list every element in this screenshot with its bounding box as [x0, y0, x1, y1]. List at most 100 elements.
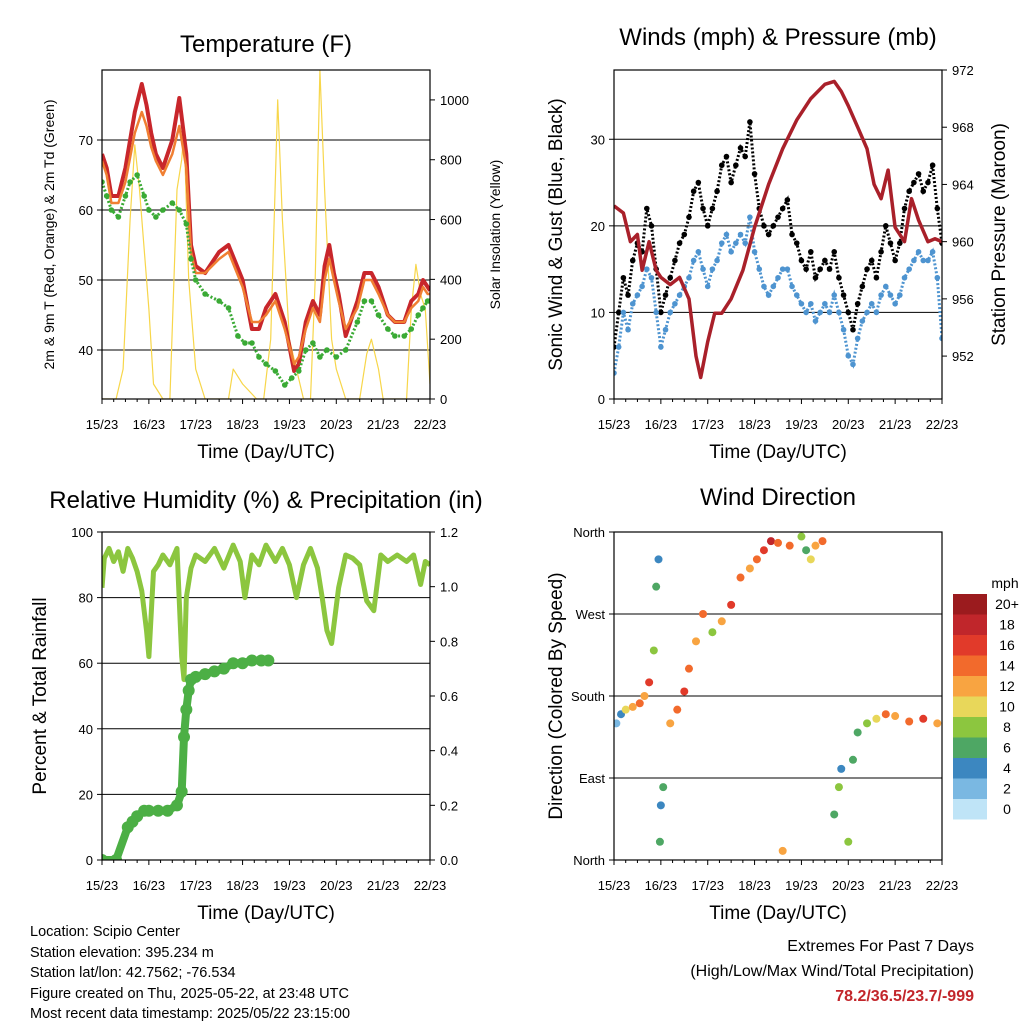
direction-point — [635, 699, 644, 708]
direction-point — [745, 564, 754, 573]
series-line — [102, 110, 430, 366]
plot-frame — [613, 531, 943, 861]
x-tick-label: 20/23 — [832, 878, 865, 893]
direction-point — [628, 702, 637, 711]
plot-frame — [101, 69, 431, 400]
x-tick-label: 21/23 — [367, 878, 400, 893]
x-tick-label: 18/23 — [226, 878, 259, 893]
y-tick-label: 60 — [79, 203, 93, 218]
x-tick-label: 16/23 — [645, 878, 678, 893]
direction-point — [919, 714, 928, 723]
direction-point — [834, 783, 843, 792]
legend-swatch — [953, 635, 987, 656]
direction-point — [645, 678, 654, 687]
direction-point — [785, 541, 794, 550]
y-right-tick-label: 964 — [952, 177, 974, 192]
y-right-tick-label: 0.0 — [440, 853, 458, 868]
y-tick-label: 0 — [86, 853, 93, 868]
y-tick-label: 100 — [71, 525, 93, 540]
direction-point — [621, 705, 630, 714]
y-tick-label: 0 — [598, 392, 605, 407]
direction-point — [872, 714, 881, 723]
y-axis-label: Percent & Total Rainfall — [30, 597, 51, 794]
legend-label: 18 — [999, 617, 1015, 633]
direction-point — [736, 573, 745, 582]
y-right-tick-label: 0.8 — [440, 634, 458, 649]
direction-point — [802, 546, 811, 555]
y-right-tick-label: 952 — [952, 349, 974, 364]
x-tick-label: 21/23 — [367, 417, 400, 432]
x-tick-label: 22/23 — [926, 878, 959, 893]
legend-swatch — [953, 676, 987, 697]
plot-frame — [101, 531, 431, 861]
y-tick-label: 40 — [79, 343, 93, 358]
speed-legend: mph 20+ 18 16 14 12 10 8 6 4 2 0 — [953, 575, 1019, 820]
direction-point — [752, 555, 761, 564]
y-tick-label: 30 — [591, 132, 605, 147]
direction-point — [727, 600, 736, 609]
x-tick-label: 17/23 — [179, 878, 212, 893]
direction-point — [654, 555, 663, 564]
x-tick-label: 18/23 — [226, 417, 259, 432]
plot-frame — [613, 69, 943, 400]
recent-timestamp-text: Most recent data timestamp: 2025/05/22 2… — [30, 1006, 351, 1022]
x-tick-label: 21/23 — [879, 417, 912, 432]
extremes-box: Extremes For Past 7 Days (High/Low/Max W… — [690, 934, 974, 1009]
x-tick-label: 17/23 — [691, 417, 724, 432]
y-right-tick-label: 800 — [440, 153, 462, 168]
direction-point — [797, 532, 806, 541]
legend-label: 4 — [1003, 760, 1011, 776]
x-tick-label: 18/23 — [738, 878, 771, 893]
x-axis-label: Time (Day/UTC) — [197, 903, 335, 924]
direction-point — [933, 719, 942, 728]
x-tick-label: 15/23 — [86, 417, 119, 432]
y-right-tick-label: 0 — [440, 392, 447, 407]
extremes-subtitle: (High/Low/Max Wind/Total Precipitation) — [690, 963, 974, 980]
series-dotted-line — [614, 216, 942, 374]
series-line — [614, 79, 942, 380]
y-right-tick-label: 0.6 — [440, 689, 458, 704]
plot-area — [102, 542, 430, 860]
x-tick-label: 19/23 — [785, 417, 818, 432]
legend-label: 0 — [1003, 801, 1011, 817]
legend-swatch — [953, 696, 987, 717]
station-info: Location: Scipio Center Station elevatio… — [30, 922, 350, 1025]
x-tick-label: 16/23 — [133, 417, 166, 432]
chart-winds: Winds (mph) & Pressure (mb) 0 10 20 30 952 956… — [546, 24, 1010, 463]
legend-swatch — [953, 799, 987, 820]
legend-swatch — [953, 737, 987, 758]
direction-point — [659, 783, 668, 792]
legend-label: 2 — [1003, 781, 1011, 797]
direction-point — [844, 837, 853, 846]
y-right-tick-label: 956 — [952, 292, 974, 307]
x-tick-label: 16/23 — [133, 878, 166, 893]
x-tick-label: 15/23 — [598, 878, 631, 893]
legend-label: 6 — [1003, 740, 1011, 756]
direction-point — [848, 755, 857, 764]
location-text: Location: Scipio Center — [30, 924, 180, 940]
y-tick-label: South — [571, 689, 605, 704]
extremes-title: Extremes For Past 7 Days — [787, 938, 974, 955]
series-line — [102, 70, 430, 399]
y-right-tick-label: 960 — [952, 235, 974, 250]
x-axis-label: Time (Day/UTC) — [709, 442, 847, 463]
series-thick-line — [102, 656, 269, 860]
y-tick-label: 40 — [79, 722, 93, 737]
y-tick-label: East — [579, 771, 605, 786]
legend-swatch — [953, 717, 987, 738]
legend-label: 20+ — [995, 596, 1019, 612]
direction-point — [774, 538, 782, 547]
chart-title: Relative Humidity (%) & Precipitation (i… — [49, 487, 482, 514]
x-tick-label: 22/23 — [926, 417, 959, 432]
x-tick-label: 20/23 — [320, 878, 353, 893]
y-right-tick-label: 968 — [952, 120, 974, 135]
y-right-tick-label: 600 — [440, 213, 462, 228]
x-tick-label: 16/23 — [645, 417, 678, 432]
chart-title: Winds (mph) & Pressure (mb) — [619, 24, 936, 51]
y-right-tick-label: 0.4 — [440, 744, 458, 759]
y-axis-label: Sonic Wind & Gust (Blue, Black) — [546, 98, 567, 370]
plot-area — [102, 70, 430, 399]
y-tick-label: 60 — [79, 656, 93, 671]
series-line — [102, 542, 430, 683]
